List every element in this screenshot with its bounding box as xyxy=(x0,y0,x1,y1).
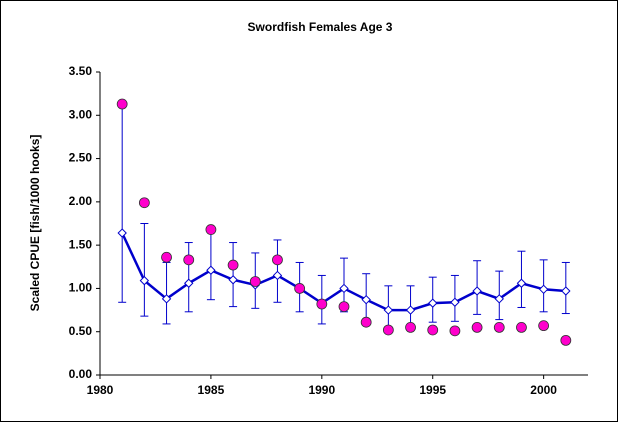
point-marker xyxy=(516,321,527,333)
x-tick-label: 1995 xyxy=(419,383,446,397)
point-marker xyxy=(493,321,505,333)
point-marker xyxy=(338,301,350,313)
point-marker xyxy=(561,286,571,296)
point-marker xyxy=(272,270,283,281)
point-marker xyxy=(294,283,306,294)
x-tick-label: 2000 xyxy=(530,383,557,397)
chart-title: Swordfish Females Age 3 xyxy=(248,20,393,34)
point-marker xyxy=(405,305,416,315)
point-marker xyxy=(228,275,238,285)
point-marker xyxy=(227,259,239,271)
point-marker xyxy=(516,278,527,288)
point-marker xyxy=(472,286,482,296)
point-marker xyxy=(361,294,371,305)
y-tick-label: 2.50 xyxy=(69,151,93,165)
y-tick-label: 0.50 xyxy=(69,324,93,338)
point-marker xyxy=(382,324,394,336)
point-marker xyxy=(249,276,261,287)
x-tick-label: 1980 xyxy=(87,383,114,397)
point-marker xyxy=(383,305,394,315)
point-marker xyxy=(538,320,550,332)
point-marker xyxy=(138,197,150,209)
point-marker xyxy=(183,254,195,266)
y-tick-label: 3.00 xyxy=(69,107,93,121)
point-marker xyxy=(428,298,438,308)
point-marker xyxy=(471,321,483,333)
x-tick-label: 1985 xyxy=(198,383,225,397)
point-marker xyxy=(116,98,128,110)
point-marker xyxy=(117,228,127,238)
point-marker xyxy=(339,283,349,294)
y-tick-label: 2.00 xyxy=(69,194,93,208)
point-marker xyxy=(205,224,217,235)
point-marker xyxy=(450,297,460,307)
point-marker xyxy=(206,265,216,275)
point-marker xyxy=(405,321,416,333)
point-marker xyxy=(538,284,549,295)
point-marker xyxy=(427,324,439,336)
y-tick-label: 1.00 xyxy=(69,281,93,295)
point-marker xyxy=(272,254,283,266)
point-marker xyxy=(161,251,172,263)
y-tick-label: 3.50 xyxy=(69,64,93,78)
point-marker xyxy=(360,316,372,328)
point-marker xyxy=(316,298,328,310)
point-marker xyxy=(139,275,150,286)
y-tick-label: 0.00 xyxy=(69,367,93,381)
x-tick-label: 1990 xyxy=(308,383,335,397)
y-axis-label: Scaled CPUE [fish/1000 hooks] xyxy=(28,135,42,312)
point-marker xyxy=(560,334,572,346)
point-marker xyxy=(449,325,461,337)
y-tick-label: 1.50 xyxy=(69,237,93,251)
point-marker xyxy=(184,278,194,288)
point-marker xyxy=(161,294,172,304)
point-marker xyxy=(494,294,504,304)
